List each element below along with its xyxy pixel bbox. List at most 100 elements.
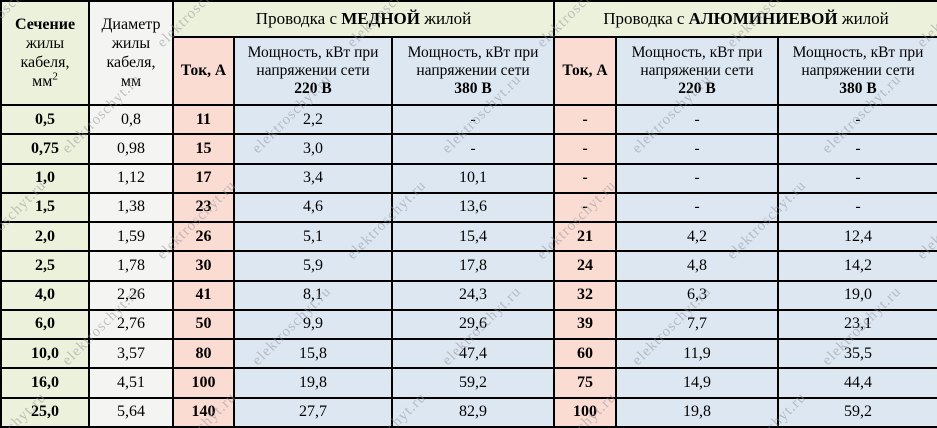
col-header-al-power-220: Мощность, кВт при напряжении сети 220 В	[615, 36, 779, 106]
group-header-copper: Проводка с МЕДНОЙ жилой	[172, 0, 555, 38]
col-header-diameter-title: Диаметр жилы кабеля,	[101, 15, 161, 71]
cell-al-power-220: -	[615, 191, 779, 224]
cell-al-current: 32	[553, 279, 617, 311]
cell-cu-current: 41	[172, 279, 235, 311]
aluminum-label: АЛЮМИНИЕВОЙ	[688, 8, 838, 28]
cell-al-power-220: 19,8	[615, 396, 779, 428]
col-header-al-power-380: Мощность, кВт при напряжении сети 380 В	[776, 36, 937, 106]
cell-cu-power-380: 82,9	[391, 396, 555, 428]
cell-cu-power-220: 19,8	[233, 367, 393, 399]
cell-cu-power-220: 5,1	[233, 221, 393, 253]
cell-diameter: 2,26	[88, 279, 174, 311]
cell-al-current: 60	[553, 338, 617, 370]
cell-cu-power-220: 9,9	[233, 308, 393, 341]
cell-cu-power-380: 47,4	[391, 338, 555, 370]
col-header-diameter-unit: мм	[120, 73, 142, 91]
col-header-cu-power-380: Мощность, кВт при напряжении сети 380 В	[391, 36, 555, 106]
cell-diameter: 1,38	[88, 191, 174, 224]
table-row: 2,0 1,59 26 5,1 15,4 21 4,2 12,4	[0, 221, 937, 253]
cell-section: 2,0	[0, 221, 90, 253]
cell-cu-power-220: 5,9	[233, 250, 393, 282]
cell-cu-power-380: 17,8	[391, 250, 555, 282]
cell-diameter: 0,8	[88, 103, 174, 136]
cell-section: 1,0	[0, 162, 90, 194]
cell-cu-current: 30	[172, 250, 235, 282]
cell-cu-power-380: 29,6	[391, 308, 555, 341]
cell-al-power-380: -	[776, 133, 937, 165]
cell-al-power-380: 19,0	[776, 279, 937, 311]
table-row: 4,0 2,26 41 8,1 24,3 32 6,3 19,0	[0, 279, 937, 311]
cell-cu-power-220: 4,6	[233, 191, 393, 224]
cell-section: 0,75	[0, 133, 90, 165]
cell-cu-current: 26	[172, 221, 235, 253]
cell-al-current: 100	[553, 396, 617, 428]
cell-al-power-380: -	[776, 191, 937, 224]
voltage-220-label: 220 В	[294, 80, 332, 98]
cell-diameter: 1,12	[88, 162, 174, 194]
cell-section: 0,5	[0, 103, 90, 136]
table-body: 0,5 0,8 11 2,2- - - -0,75 0,98 15 3,0- - - -1,0 1,12 1…	[0, 103, 937, 428]
cell-cu-current: 50	[172, 308, 235, 341]
cell-al-current: -	[553, 162, 617, 194]
cell-al-current: 39	[553, 308, 617, 341]
cell-cu-current: 140	[172, 396, 235, 428]
cell-al-power-380: -	[776, 103, 937, 136]
cell-cu-power-380: 13,6	[391, 191, 555, 224]
cell-diameter: 2,76	[88, 308, 174, 341]
col-header-diameter: Диаметр жилы кабеля, мм	[88, 0, 174, 106]
superscript-2: 2	[52, 70, 58, 83]
col-header-al-current: Ток, А	[553, 36, 617, 106]
cell-al-power-220: 14,9	[615, 367, 779, 399]
table-row: 0,5 0,8 11 2,2- - - -	[0, 103, 937, 136]
cell-cu-power-220: 15,8	[233, 338, 393, 370]
cell-cu-power-380: 10,1	[391, 162, 555, 194]
cell-al-power-380: 23,1	[776, 308, 937, 341]
cell-cu-power-380: 24,3	[391, 279, 555, 311]
cell-cu-current: 100	[172, 367, 235, 399]
cell-section: 6,0	[0, 308, 90, 341]
cell-section: 1,5	[0, 191, 90, 224]
cell-cu-power-220: 27,7	[233, 396, 393, 428]
cell-al-current: -	[553, 133, 617, 165]
table-row: 6,0 2,76 50 9,9 29,6 39 7,7 23,1	[0, 308, 937, 341]
cell-al-power-380: 14,2	[776, 250, 937, 282]
voltage-380-label: 380 В	[454, 80, 492, 98]
header-row-groups: Сечение жилы кабеля, мм2 Диаметр жилы ка…	[0, 0, 937, 106]
cell-al-current: -	[553, 103, 617, 136]
cell-cu-current: 23	[172, 191, 235, 224]
cell-al-power-380: -	[776, 162, 937, 194]
col-header-section-title: Сечение	[14, 15, 76, 33]
cell-al-power-220: 4,2	[615, 221, 779, 253]
cell-al-current: 21	[553, 221, 617, 253]
cell-diameter: 1,59	[88, 221, 174, 253]
cell-cu-current: 80	[172, 338, 235, 370]
col-header-section: Сечение жилы кабеля, мм2	[0, 0, 90, 106]
cell-cu-power-220: 3,4	[233, 162, 393, 194]
table-row: 1,0 1,12 17 3,4 10,1- - -	[0, 162, 937, 194]
cell-al-power-220: -	[615, 103, 779, 136]
cell-section: 16,0	[0, 367, 90, 399]
cell-al-power-220: -	[615, 162, 779, 194]
col-header-section-subtitle: жилы кабеля,	[20, 34, 70, 71]
cell-section: 25,0	[0, 396, 90, 428]
cell-al-power-380: 59,2	[776, 396, 937, 428]
voltage-220-label: 220 В	[678, 80, 716, 98]
col-header-cu-current: Ток, А	[172, 36, 235, 106]
table-row: 0,75 0,98 15 3,0- - - -	[0, 133, 937, 165]
table-row: 10,0 3,57 80 15,8 47,4 60 11,9 35,5	[0, 338, 937, 370]
cell-diameter: 5,64	[88, 396, 174, 428]
cell-section: 10,0	[0, 338, 90, 370]
cell-al-power-380: 44,4	[776, 367, 937, 399]
cell-section: 4,0	[0, 279, 90, 311]
cell-diameter: 4,51	[88, 367, 174, 399]
cell-al-power-220: 7,7	[615, 308, 779, 341]
cell-cu-current: 17	[172, 162, 235, 194]
cell-section: 2,5	[0, 250, 90, 282]
cell-cu-power-220: 2,2	[233, 103, 393, 136]
table-row: 1,5 1,38 23 4,6 13,6- - -	[0, 191, 937, 224]
cell-al-power-220: -	[615, 133, 779, 165]
cell-cu-current: 11	[172, 103, 235, 136]
group-header-aluminum: Проводка с АЛЮМИНИЕВОЙ жилой	[552, 0, 937, 38]
